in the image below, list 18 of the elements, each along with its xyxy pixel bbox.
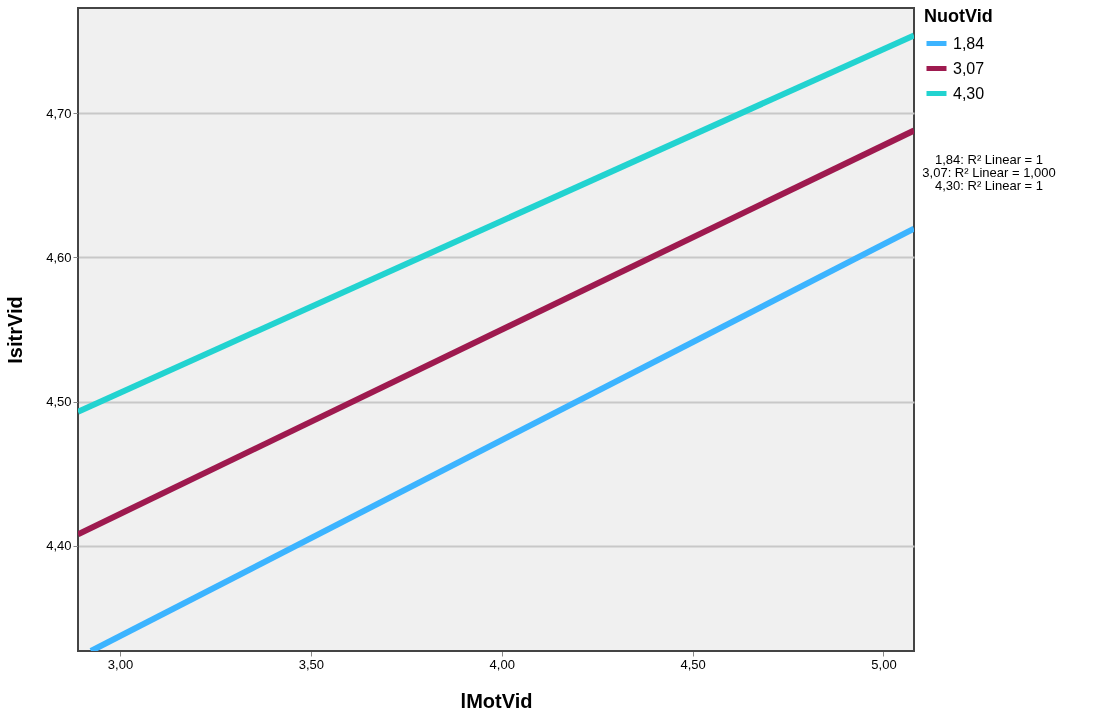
y-tick-label: 4,40 bbox=[46, 538, 72, 554]
text: 3,07: R² Linear = 1,000 bbox=[922, 165, 1056, 180]
y-axis-title: IsitrVid bbox=[4, 296, 27, 364]
y-tick-label: 4,70 bbox=[46, 105, 72, 121]
x-axis-title: lMotVid bbox=[460, 689, 533, 712]
legend-label: 4,30 bbox=[953, 84, 985, 102]
x-tick-label: 5,00 bbox=[871, 656, 897, 672]
text: 4,30: R² Linear = 1 bbox=[934, 177, 1044, 193]
legend-label: 1,84 bbox=[953, 34, 985, 52]
x-tick-label: 4,00 bbox=[489, 656, 515, 672]
x-tick-label: 3,50 bbox=[298, 656, 325, 672]
legend-label: 3,07 bbox=[953, 59, 985, 77]
y-tick-label: 4,60 bbox=[46, 249, 72, 265]
x-tick-label: 3,00 bbox=[107, 656, 134, 672]
y-tick-label: 4,50 bbox=[46, 394, 72, 410]
x-tick-label: 4,50 bbox=[680, 656, 706, 672]
text: 1,84: R² Linear = 1 bbox=[934, 152, 1044, 168]
legend-title: NuotVid bbox=[924, 6, 993, 26]
